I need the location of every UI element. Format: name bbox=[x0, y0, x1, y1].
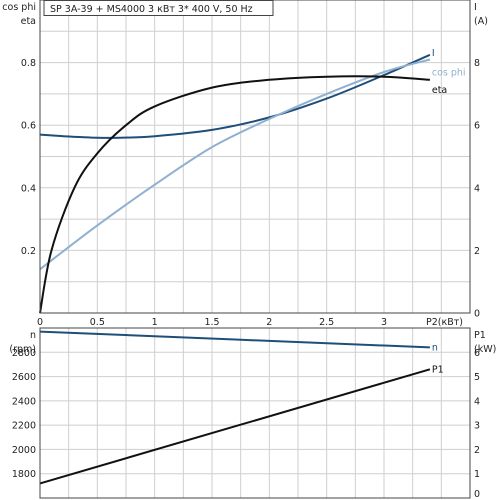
right-y-tick-label: 6 bbox=[474, 348, 480, 359]
left-y-tick-label: 0.4 bbox=[21, 183, 36, 194]
left-y-tick-label: 0.6 bbox=[21, 121, 36, 132]
top-chart-ticks: 0 0.5 1 1.5 2 2.5 3 0.2 0.4 0.6 0.8 0 2 4 6 8 bbox=[21, 58, 480, 328]
right-y-tick-label: 0 bbox=[474, 309, 480, 320]
top-chart-grid bbox=[40, 0, 470, 313]
series-label-p1: P1 bbox=[432, 364, 444, 375]
x-tick-label: 3 bbox=[381, 317, 387, 328]
left-axis-label-cosphi: cos phi bbox=[2, 2, 36, 13]
series-line-cos-phi bbox=[39, 58, 431, 270]
left-y-tick-label: 0.2 bbox=[21, 246, 36, 257]
x-axis-label: P2(кВт) bbox=[426, 317, 463, 328]
left-y-tick-label: 2000 bbox=[12, 445, 36, 456]
left-axis-label-rpm: (rpm) bbox=[9, 344, 36, 355]
bottom-chart-grid bbox=[40, 328, 470, 498]
top-chart-series bbox=[39, 53, 431, 314]
right-y-tick-label: 5 bbox=[474, 372, 480, 383]
series-label-i: I bbox=[432, 48, 435, 59]
bottom-chart-series-labels: n P1 bbox=[432, 342, 444, 375]
right-axis-label-unit: (A) bbox=[474, 16, 488, 27]
series-line-i bbox=[39, 53, 431, 139]
series-line-eta bbox=[39, 75, 430, 314]
left-axis-label-eta: eta bbox=[21, 16, 36, 27]
right-y-tick-label: 6 bbox=[474, 121, 480, 132]
left-y-tick-label: 2800 bbox=[12, 348, 36, 359]
left-axis-label-n: n bbox=[30, 330, 36, 341]
series-line-n bbox=[39, 330, 430, 349]
top-chart-frame bbox=[39, 0, 471, 314]
bottom-chart-frame bbox=[39, 327, 471, 499]
left-y-tick-label: 2400 bbox=[12, 396, 36, 407]
efficiency-current-chart: SP 3A-39 + MS4000 3 кВт 3* 400 V, 50 Hz … bbox=[2, 0, 488, 328]
left-y-tick-label: 2600 bbox=[12, 372, 36, 383]
right-y-tick-label: 0 bbox=[474, 489, 480, 500]
series-label-n: n bbox=[432, 342, 438, 353]
bottom-chart-ticks: 1800 2000 2200 2400 2600 2800 0 1 2 3 4 5 6 bbox=[12, 348, 480, 500]
series-line-p1 bbox=[39, 368, 431, 485]
right-y-tick-label: 1 bbox=[474, 469, 480, 480]
right-axis-label-p1: P1 bbox=[474, 330, 486, 341]
right-y-tick-label: 8 bbox=[474, 58, 480, 69]
right-y-tick-label: 4 bbox=[474, 183, 480, 194]
right-y-tick-label: 2 bbox=[474, 246, 480, 257]
x-tick-label: 2.5 bbox=[319, 317, 334, 328]
x-tick-label: 0.5 bbox=[90, 317, 105, 328]
x-tick-label: 1.5 bbox=[204, 317, 219, 328]
left-y-tick-label: 2200 bbox=[12, 421, 36, 432]
speed-power-chart: n (rpm) P1 (kW) 1800 2000 2200 2400 2600 2800… bbox=[9, 327, 496, 500]
chart-title: SP 3A-39 + MS4000 3 кВт 3* 400 V, 50 Hz bbox=[50, 4, 253, 15]
title-box bbox=[43, 0, 274, 16]
x-tick-label: 2 bbox=[266, 317, 272, 328]
right-y-tick-label: 4 bbox=[474, 396, 480, 407]
bottom-chart-series bbox=[39, 330, 431, 485]
right-y-tick-label: 2 bbox=[474, 445, 480, 456]
left-y-tick-label: 1800 bbox=[12, 469, 36, 480]
series-label-eta: eta bbox=[432, 85, 447, 96]
right-y-tick-label: 3 bbox=[474, 421, 480, 432]
right-axis-label-kw: (kW) bbox=[474, 344, 496, 355]
x-tick-label: 1 bbox=[152, 317, 158, 328]
x-tick-label: 0 bbox=[37, 317, 43, 328]
left-y-tick-label: 0.8 bbox=[21, 58, 36, 69]
series-label-cos-phi: cos phi bbox=[432, 67, 466, 78]
right-axis-label-i: I bbox=[474, 2, 477, 13]
